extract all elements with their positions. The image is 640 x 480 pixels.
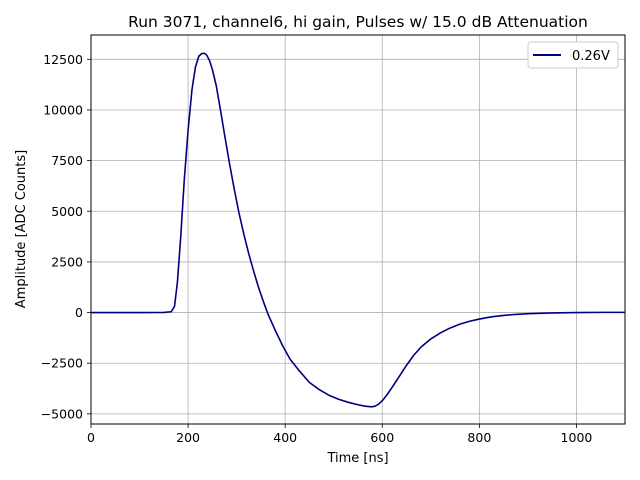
y-tick-label: 0	[75, 305, 83, 320]
y-axis-label: Amplitude [ADC Counts]	[14, 150, 29, 308]
plot-frame	[90, 34, 626, 425]
chart-title: Run 3071, channel6, hi gain, Pulses w/ 1…	[128, 13, 588, 31]
y-tick-label: 10000	[43, 102, 83, 117]
grid-lines	[90, 35, 625, 424]
series-group	[91, 52, 625, 408]
x-tick-label: 800	[467, 430, 491, 445]
legend: 0.26V	[527, 41, 619, 69]
y-tick-label: 12500	[43, 52, 83, 67]
axis-ticks: 0 200 400 600 800 1000 −5000 −2500 0 2500 5000 7500…	[41, 52, 593, 445]
x-axis-label: Time [ns]	[326, 451, 388, 466]
x-tick-label: 200	[176, 430, 200, 445]
legend-box	[527, 41, 619, 69]
y-tick-label: 5000	[51, 204, 83, 219]
x-tick-label: 600	[370, 430, 394, 445]
x-tick-label: 1000	[561, 430, 593, 445]
x-tick-label: 400	[273, 430, 297, 445]
y-tick-label: −5000	[41, 406, 83, 421]
plot-area	[91, 35, 625, 424]
y-tick-label: −2500	[41, 356, 83, 371]
legend-label: 0.26V	[572, 49, 610, 64]
series-line	[91, 52, 625, 408]
y-tick-label: 7500	[51, 153, 83, 168]
y-tick-label: 2500	[51, 254, 83, 269]
x-tick-label: 0	[87, 430, 95, 445]
